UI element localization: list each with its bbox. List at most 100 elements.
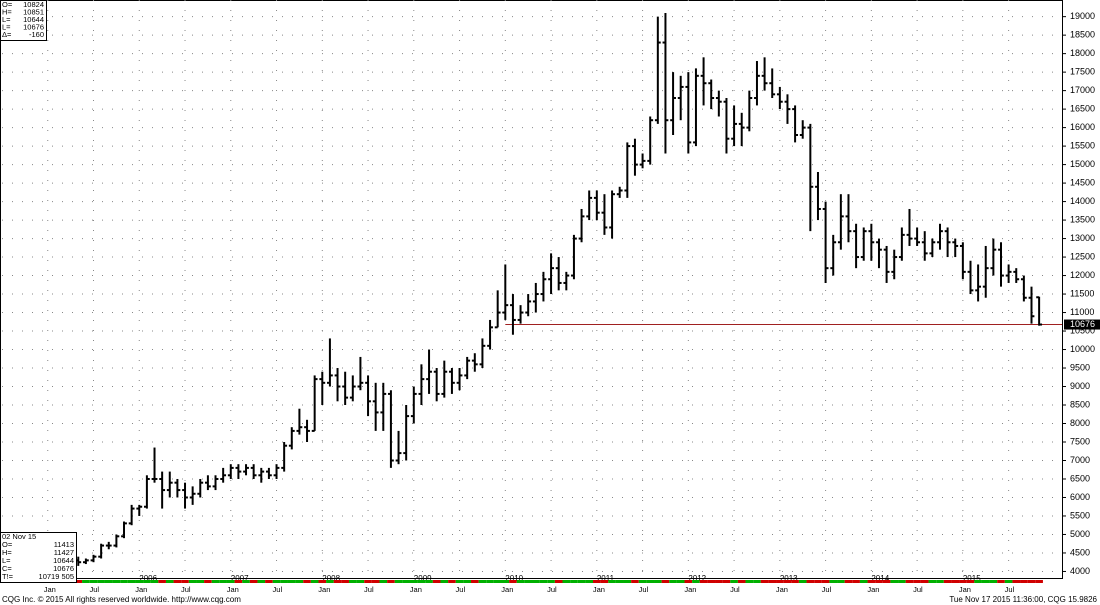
- y-tick-label: 16500: [1070, 103, 1095, 113]
- x-tick-label: Jan: [593, 585, 605, 594]
- ohlc-bar: [105, 541, 112, 550]
- x-tick-label: Jan: [135, 585, 147, 594]
- ohlc-bar: [715, 90, 722, 117]
- direction-strip: [333, 580, 342, 583]
- direction-strip: [478, 580, 487, 583]
- direction-strip: [646, 580, 655, 583]
- y-tick-label: 11500: [1070, 288, 1094, 298]
- info-label: H=: [2, 548, 12, 557]
- x-tick-label: Jul: [730, 585, 740, 594]
- x-tick-label: Jan: [684, 585, 696, 594]
- info-value: -160: [29, 30, 44, 39]
- y-tick-label: 16000: [1070, 122, 1095, 132]
- direction-strip: [730, 580, 738, 583]
- ohlc-bar: [578, 208, 585, 243]
- ohlc-bar: [769, 68, 776, 99]
- ohlc-bar: [624, 142, 631, 198]
- direction-strip: [165, 580, 174, 583]
- direction-strip: [699, 580, 708, 583]
- ohlc-bar: [784, 94, 791, 124]
- ohlc-bar: [90, 554, 97, 563]
- direction-strip: [226, 580, 235, 583]
- direction-strip: [204, 580, 212, 583]
- ohlc-bar: [532, 282, 539, 313]
- y-tick-label: 7500: [1070, 436, 1090, 446]
- direction-strip: [608, 580, 616, 583]
- ohlc-bar: [876, 238, 882, 269]
- ohlc-bar: [883, 245, 890, 283]
- ohlc-bar: [121, 521, 127, 539]
- direction-strip: [135, 580, 144, 583]
- y-tick-label: 15000: [1070, 159, 1095, 169]
- direction-strip: [394, 580, 403, 583]
- direction-strip: [676, 580, 685, 583]
- ohlc-bar: [380, 382, 387, 431]
- x-tick-label: Jul: [364, 585, 374, 594]
- x-tick-label: Jul: [639, 585, 649, 594]
- direction-strip: [257, 580, 266, 583]
- direction-strip: [554, 580, 563, 583]
- direction-strip: [470, 580, 479, 583]
- ohlc-bar: [327, 338, 333, 387]
- ohlc-bar: [151, 447, 158, 483]
- direction-strip: [684, 580, 693, 583]
- direction-strip: [318, 580, 327, 583]
- ohlc-bar: [723, 98, 730, 154]
- ohlc-bar: [517, 305, 524, 324]
- direction-strip: [509, 580, 517, 583]
- ohlc-bar: [685, 72, 692, 154]
- direction-strip: [951, 580, 960, 583]
- direction-strip: [341, 580, 349, 583]
- direction-strip: [997, 580, 1005, 583]
- ohlc-bar: [975, 264, 982, 302]
- ohlc-bar: [227, 464, 234, 479]
- ohlc-bar: [952, 238, 959, 258]
- ohlc-bar: [212, 475, 219, 491]
- info-label: C=: [2, 564, 12, 573]
- ohlc-bar: [189, 486, 196, 505]
- y-tick-label: 18500: [1070, 30, 1095, 40]
- info-value: 10851: [23, 7, 44, 16]
- ohlc-bar: [273, 464, 280, 479]
- direction-strip: [928, 580, 937, 583]
- ohlc-bar: [525, 294, 532, 317]
- ohlc-bar: [205, 475, 211, 491]
- direction-strip: [966, 580, 975, 583]
- direction-strip: [821, 580, 830, 583]
- info-label: O=: [2, 0, 13, 9]
- y-tick-label: 15500: [1070, 140, 1095, 150]
- y-tick-label: 5000: [1070, 529, 1090, 539]
- x-tick-label: Jul: [547, 585, 557, 594]
- direction-strip: [280, 580, 288, 583]
- ohlc-bar: [250, 464, 257, 479]
- y-tick-label: 9500: [1070, 362, 1090, 372]
- x-tick-label: Jan: [410, 585, 422, 594]
- direction-strip: [806, 580, 815, 583]
- direction-strip: [615, 580, 624, 583]
- direction-strip: [844, 580, 853, 583]
- direction-strip: [898, 580, 906, 583]
- ohlc-bar: [174, 478, 181, 498]
- x-tick-label: Jan: [776, 585, 788, 594]
- direction-strip: [1012, 580, 1021, 583]
- direction-strip: [486, 580, 494, 583]
- direction-strip: [661, 580, 670, 583]
- x-tick-label: Jul: [822, 585, 832, 594]
- ohlc-bar: [776, 86, 783, 110]
- info-value: 11427: [54, 548, 74, 557]
- direction-strip: [402, 580, 410, 583]
- year-label: 2011: [597, 574, 615, 583]
- direction-strip: [692, 580, 700, 583]
- ohlc-bar: [143, 475, 150, 509]
- info-label: H=: [2, 7, 12, 16]
- direction-strip: [867, 580, 876, 583]
- ohlc-bar: [319, 371, 326, 406]
- ohlc-bar: [471, 353, 478, 372]
- direction-strip: [348, 580, 357, 583]
- y-tick-label: 9000: [1070, 381, 1090, 391]
- direction-strip: [440, 580, 449, 583]
- direction-strip: [829, 580, 838, 583]
